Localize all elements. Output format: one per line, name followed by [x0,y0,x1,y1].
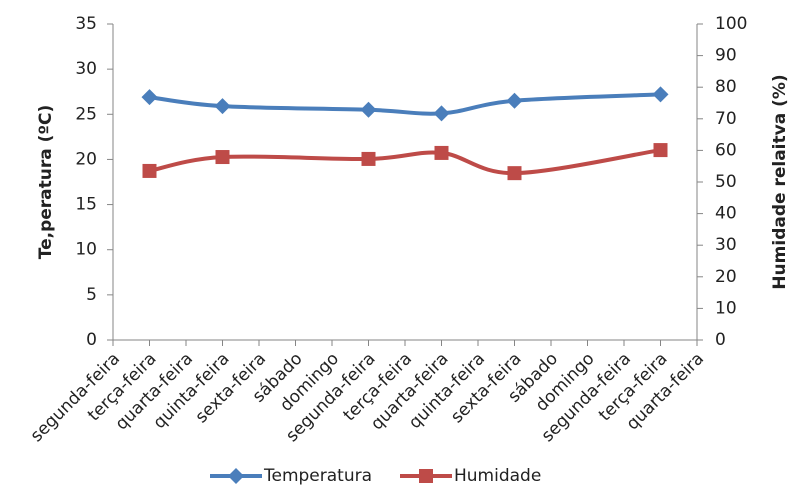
marker [142,163,157,178]
series-line [514,92,661,103]
marker [360,101,377,118]
series-line [149,95,223,109]
marker [507,166,522,181]
y2-tick-label: 0 [715,330,726,350]
y-tick-label: 15 [75,195,97,215]
y2-tick-label: 70 [715,109,737,129]
marker [141,89,158,106]
y-tick-label: 5 [86,285,97,305]
y2-axis-title: Humidade relaitva (%) [770,74,790,289]
y2-tick-label: 10 [715,298,737,318]
legend-marker [419,469,433,483]
y2-tick-label: 90 [715,46,737,66]
legend-label: Humidade [454,466,541,486]
legend-marker [228,468,244,484]
series-line [222,154,369,162]
series-line [441,98,515,116]
y-tick-label: 0 [86,330,97,350]
series-line [368,107,442,116]
y2-tick-label: 20 [715,267,737,287]
series-line [441,150,515,176]
y-tick-label: 30 [75,59,97,79]
y2-tick-label: 40 [715,204,737,224]
marker [215,150,230,165]
y-tick-label: 35 [75,14,97,34]
marker [433,105,450,122]
y2-tick-label: 30 [715,235,737,255]
marker [506,92,523,109]
y-tick-label: 25 [75,104,97,124]
y-tick-label: 10 [75,240,97,260]
y-axis-title: Te,peratura (ºC) [36,105,56,260]
marker [652,86,669,103]
legend-label: Temperatura [263,466,372,486]
marker [214,98,231,115]
series-line [149,155,223,173]
series-line [368,150,442,161]
series-line [514,148,661,176]
marker [434,145,449,160]
series-line [222,104,369,112]
y2-tick-label: 50 [715,172,737,192]
marker [361,151,376,166]
marker [653,143,668,158]
y2-tick-label: 60 [715,140,737,160]
y2-tick-label: 80 [715,77,737,97]
y2-tick-label: 100 [715,14,747,34]
y-tick-label: 20 [75,149,97,169]
